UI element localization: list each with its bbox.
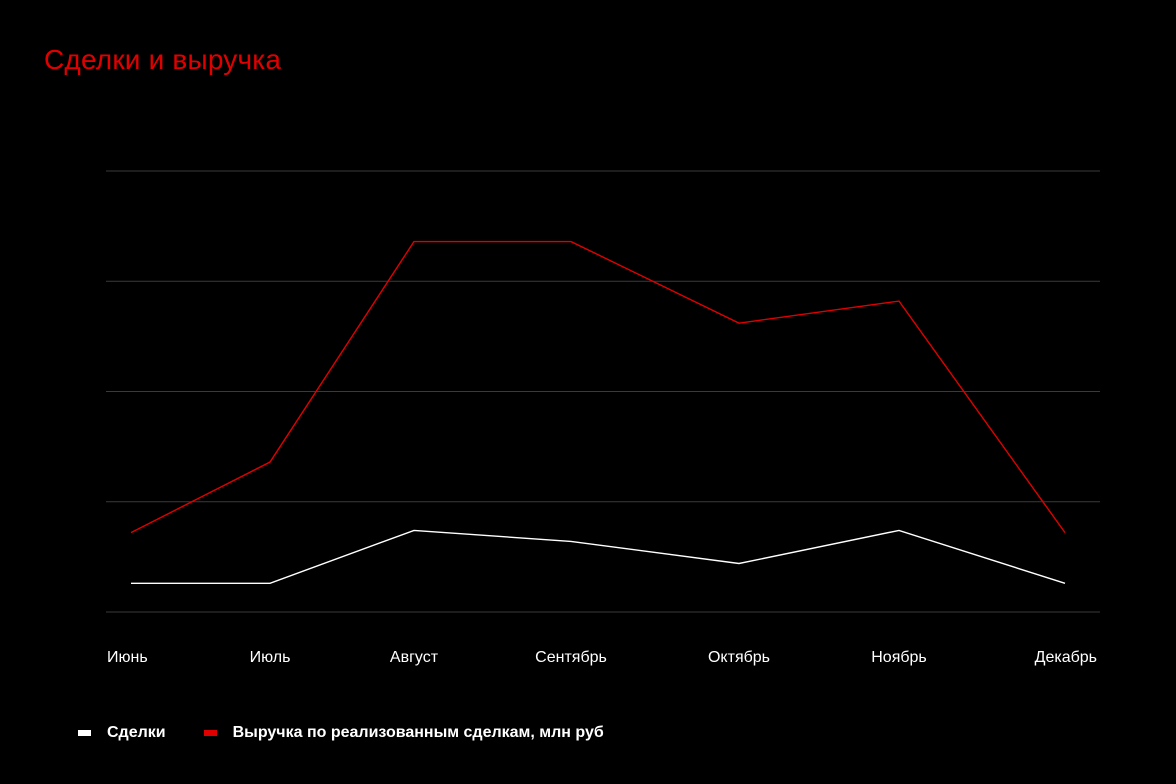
x-tick-label: Сентябрь (535, 649, 607, 666)
x-tick-label: Июль (250, 649, 291, 666)
x-tick-label: Декабрь (1035, 649, 1097, 666)
series-lines (130, 240, 1066, 585)
grid-lines (106, 170, 1100, 613)
x-tick-label: Август (390, 649, 439, 666)
series-line-deals (131, 529, 1066, 585)
chart-title: Сделки и выручка (44, 44, 282, 75)
legend-label-deals: Сделки (107, 724, 166, 741)
series-line-revenue (130, 240, 1066, 534)
x-tick-label: Июнь (107, 649, 148, 666)
x-tick-label: Ноябрь (871, 649, 927, 666)
x-axis-ticks: Июнь Июль Август Сентябрь Октябрь Ноябрь Декаб… (107, 649, 1097, 666)
legend: Сделки Выручка по реализованным сделкам,… (78, 724, 642, 742)
legend-swatch-revenue (203, 730, 217, 736)
legend-label-revenue: Выручка по реализованным сделкам, млн ру… (232, 724, 604, 741)
legend-swatch-deals (78, 730, 91, 736)
x-tick-label: Октябрь (708, 649, 770, 666)
legend-item-deals: Сделки (78, 724, 166, 742)
legend-item-revenue: Выручка по реализованным сделкам, млн ру… (203, 724, 604, 742)
